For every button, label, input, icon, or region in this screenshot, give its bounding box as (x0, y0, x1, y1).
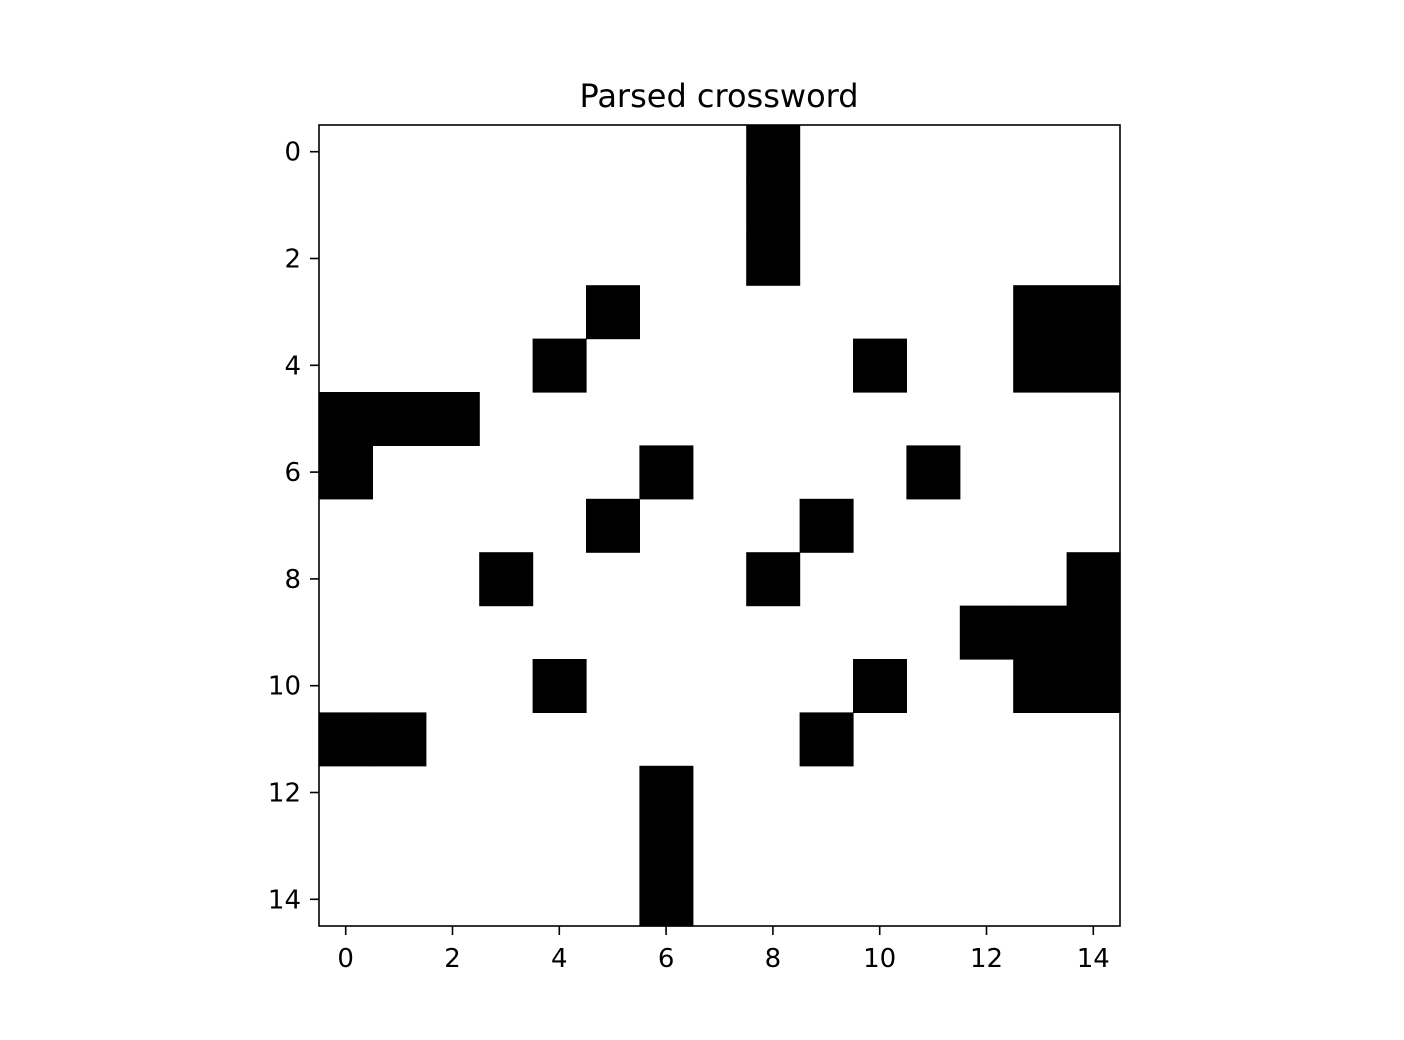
y-tick-label: 2 (284, 245, 301, 275)
black-cell (1067, 285, 1121, 339)
x-tick-label: 2 (444, 944, 461, 974)
black-cell (1067, 659, 1121, 713)
x-tick-label: 12 (970, 944, 1003, 974)
black-cell (639, 766, 693, 820)
black-cell (853, 339, 907, 393)
y-tick-label: 10 (268, 672, 301, 702)
black-cell (960, 606, 1014, 660)
black-cell (1067, 339, 1121, 393)
black-cell (746, 552, 800, 606)
black-cell (1013, 285, 1067, 339)
black-cell (800, 499, 854, 553)
y-tick-label: 4 (284, 351, 301, 381)
y-tick-label: 14 (268, 885, 301, 915)
black-cell (639, 873, 693, 927)
y-tick-label: 12 (268, 779, 301, 809)
y-tick-label: 0 (284, 138, 301, 168)
chart-title: Parsed crossword (579, 77, 858, 115)
x-tick-label: 14 (1077, 944, 1110, 974)
black-cell (372, 712, 426, 766)
y-tick-label: 8 (284, 565, 301, 595)
black-cell (479, 552, 533, 606)
black-cell (586, 499, 640, 553)
black-cell (746, 232, 800, 286)
black-cell (800, 712, 854, 766)
y-tick-label: 6 (284, 458, 301, 488)
black-cell (319, 392, 373, 446)
x-tick-label: 10 (863, 944, 896, 974)
x-tick-label: 4 (551, 944, 568, 974)
black-cell (1013, 339, 1067, 393)
black-cell (319, 712, 373, 766)
black-cell (426, 392, 480, 446)
black-cell (853, 659, 907, 713)
black-cell (533, 339, 587, 393)
black-cell (1013, 606, 1067, 660)
x-tick-label: 8 (765, 944, 782, 974)
black-cell (1067, 606, 1121, 660)
x-tick-label: 0 (337, 944, 354, 974)
black-cell (746, 178, 800, 232)
black-cell (746, 125, 800, 179)
black-cell (319, 445, 373, 499)
black-cell (586, 285, 640, 339)
black-cell (372, 392, 426, 446)
black-cell (906, 445, 960, 499)
black-cell (533, 659, 587, 713)
black-cell (1067, 552, 1121, 606)
black-cell (1013, 659, 1067, 713)
black-cell (639, 819, 693, 873)
x-tick-label: 6 (658, 944, 675, 974)
black-cell (639, 445, 693, 499)
